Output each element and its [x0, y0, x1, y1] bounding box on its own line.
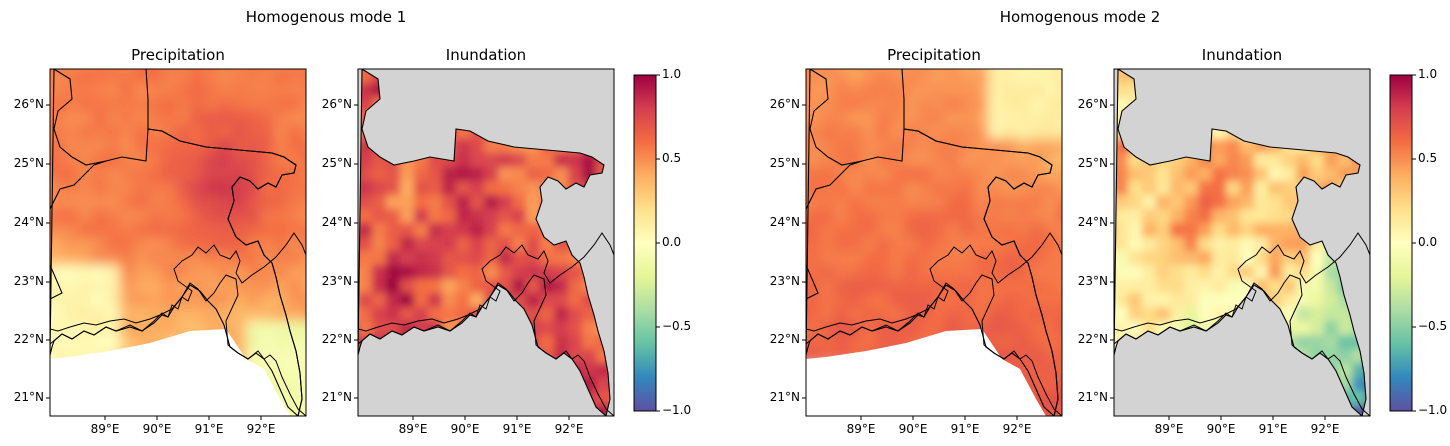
colorbar-tick-label: 0.5	[662, 151, 682, 165]
lat-tick-label: 22°N	[769, 332, 800, 346]
map-panel-m2-precip	[802, 68, 1063, 420]
colorbar-tick-label: −1.0	[1418, 403, 1448, 417]
lon-tick-label: 91°E	[1258, 422, 1288, 436]
panel-frame	[357, 68, 615, 417]
lon-tick-label: 89°E	[90, 422, 120, 436]
lat-tick-label: 24°N	[769, 215, 800, 229]
country-outline	[358, 69, 611, 416]
bay-of-bengal	[806, 329, 1046, 416]
lat-tick-label: 25°N	[13, 156, 44, 170]
lat-tick-label: 25°N	[1077, 156, 1108, 170]
colorbar-tick-label: 1.0	[662, 67, 682, 81]
lat-tick-label: 23°N	[13, 274, 44, 288]
lat-tick-label: 24°N	[13, 215, 44, 229]
lon-tick-label: 89°E	[846, 422, 876, 436]
mode-2-title: Homogenous mode 2	[999, 8, 1161, 26]
lon-tick-label: 92°E	[246, 422, 276, 436]
lon-tick-label: 92°E	[1310, 422, 1340, 436]
colorbar-tick-label: 1.0	[1418, 67, 1438, 81]
colorbar-tick-label: 0.0	[662, 235, 682, 249]
lon-tick-label: 90°E	[450, 422, 480, 436]
lat-tick-label: 23°N	[1077, 274, 1108, 288]
lon-tick-label: 89°E	[398, 422, 428, 436]
lat-tick-label: 25°N	[769, 156, 800, 170]
india-border	[50, 69, 303, 416]
colorbar-tick-label: −0.5	[1418, 319, 1448, 333]
colorbar-tick-label: −1.0	[662, 403, 692, 417]
panel-title-m2-inund: Inundation	[1201, 46, 1283, 64]
bay-of-bengal	[50, 329, 290, 416]
colorbar-tick-label: 0.0	[1418, 235, 1438, 249]
panel-frame	[805, 68, 1063, 417]
lat-tick-label: 21°N	[1077, 390, 1108, 404]
map-panel-m2-inund	[1110, 68, 1371, 420]
country-outline	[1114, 69, 1367, 416]
lon-tick-label: 89°E	[1154, 422, 1184, 436]
lat-tick-label: 22°N	[13, 332, 44, 346]
india-border	[806, 69, 1059, 416]
lat-tick-label: 21°N	[769, 390, 800, 404]
lat-tick-label: 22°N	[1077, 332, 1108, 346]
panel-frame	[1113, 68, 1371, 417]
panel-title-m1-inund: Inundation	[445, 46, 527, 64]
map-panel-m1-precip	[46, 68, 307, 420]
lat-tick-label: 22°N	[321, 332, 352, 346]
lon-tick-label: 90°E	[898, 422, 928, 436]
lat-tick-label: 21°N	[13, 390, 44, 404]
lat-tick-label: 24°N	[321, 215, 352, 229]
lat-tick-label: 21°N	[321, 390, 352, 404]
lat-tick-label: 26°N	[321, 97, 352, 111]
colorbar-tick-label: 0.5	[1418, 151, 1438, 165]
lat-tick-label: 26°N	[769, 97, 800, 111]
lat-tick-label: 26°N	[1077, 97, 1108, 111]
lon-tick-label: 90°E	[1206, 422, 1236, 436]
lon-tick-label: 91°E	[194, 422, 224, 436]
lon-tick-label: 90°E	[142, 422, 172, 436]
lat-tick-label: 26°N	[13, 97, 44, 111]
lon-tick-label: 92°E	[554, 422, 584, 436]
map-panel-m1-inund	[354, 68, 615, 420]
panel-title-m2-precip: Precipitation	[887, 46, 981, 64]
lat-tick-label: 25°N	[321, 156, 352, 170]
lat-tick-label: 23°N	[321, 274, 352, 288]
lon-tick-label: 91°E	[950, 422, 980, 436]
mode-1-title: Homogenous mode 1	[245, 8, 407, 26]
lon-tick-label: 92°E	[1002, 422, 1032, 436]
panel-title-m1-precip: Precipitation	[131, 46, 225, 64]
panel-frame	[49, 68, 307, 417]
lat-tick-label: 24°N	[1077, 215, 1108, 229]
lon-tick-label: 91°E	[502, 422, 532, 436]
lat-tick-label: 23°N	[769, 274, 800, 288]
colorbar-tick-label: −0.5	[662, 319, 692, 333]
colorbar-mode-1	[633, 74, 657, 412]
colorbar-mode-2	[1389, 74, 1413, 412]
